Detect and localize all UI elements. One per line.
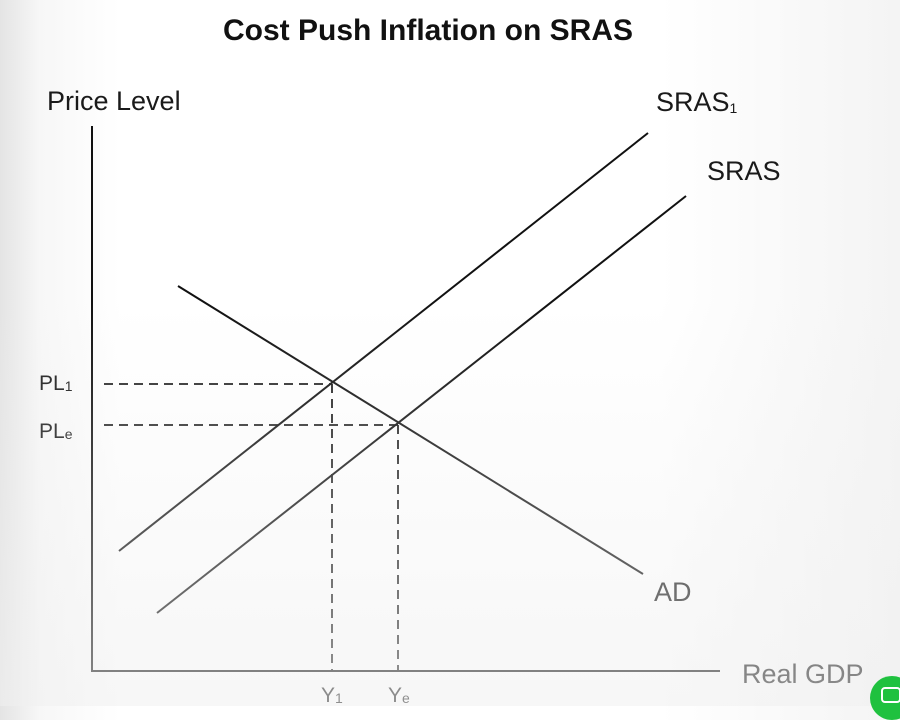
sras1-curve xyxy=(118,132,649,552)
sras-label: SRAS xyxy=(707,156,781,186)
pl1-label: PL1 xyxy=(39,372,73,395)
y-axis-label: Price Level xyxy=(47,86,181,116)
chat-widget-button[interactable] xyxy=(870,676,900,720)
ad-curve xyxy=(177,285,644,575)
diagram-title: Cost Push Inflation on SRAS xyxy=(223,14,633,47)
ple-label: PLe xyxy=(39,420,73,443)
ye-label: Ye xyxy=(388,684,410,706)
chat-bubble-icon xyxy=(881,687,900,703)
x-axis-label: Real GDP xyxy=(742,659,864,689)
y1-label: Y1 xyxy=(321,684,343,706)
ad-label: AD xyxy=(654,577,692,607)
sras1-label: SRAS1 xyxy=(656,87,738,117)
